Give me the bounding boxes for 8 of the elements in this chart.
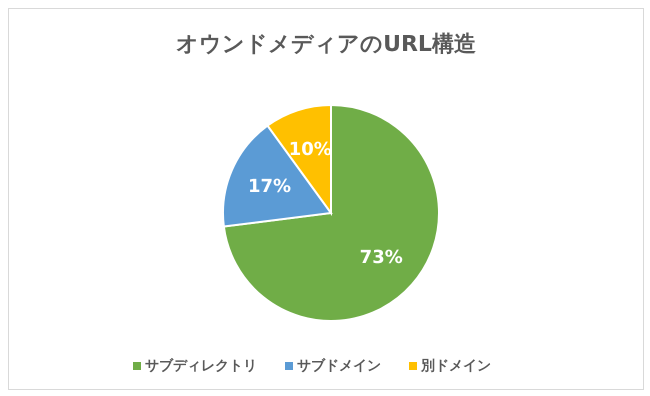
legend-label: サブディレクトリ [145,358,257,374]
chart-title: オウンドメディアのURL構造 [175,31,477,59]
legend-label: サブドメイン [297,358,381,374]
data-label: 10% [288,138,332,160]
data-label: 73% [360,246,403,268]
pie-slice [222,104,440,322]
legend-label: 別ドメイン [421,358,491,374]
data-label: 17% [248,176,292,197]
